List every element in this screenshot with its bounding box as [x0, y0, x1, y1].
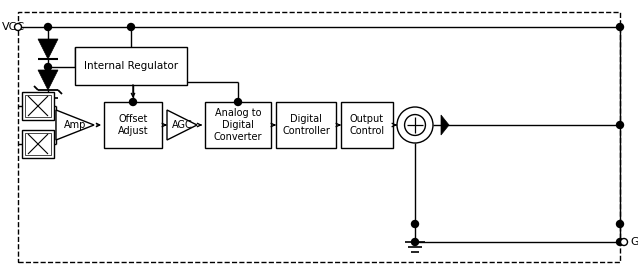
Text: VCC: VCC [2, 22, 25, 32]
Circle shape [397, 107, 433, 143]
Bar [341, 102, 393, 148]
Text: Internal Regulator: Internal Regulator [84, 61, 178, 71]
Bar [22, 130, 54, 158]
Text: Output
Control: Output Control [350, 114, 385, 136]
Bar [104, 102, 162, 148]
Circle shape [616, 23, 623, 31]
Circle shape [616, 122, 623, 129]
Circle shape [412, 238, 419, 245]
Bar [25, 133, 51, 155]
Polygon shape [56, 110, 94, 140]
Bar [205, 102, 271, 148]
Circle shape [128, 23, 135, 31]
Text: Offset
Adjust: Offset Adjust [117, 114, 148, 136]
Circle shape [616, 221, 623, 228]
Bar [276, 102, 336, 148]
Bar [75, 47, 187, 85]
Text: AGC: AGC [172, 120, 193, 130]
Circle shape [130, 99, 137, 106]
Text: Analog to
Digital
Converter: Analog to Digital Converter [214, 108, 262, 141]
Bar [22, 92, 54, 120]
Polygon shape [167, 110, 197, 140]
Text: Amp: Amp [64, 120, 86, 130]
Circle shape [15, 23, 22, 31]
Bar [25, 95, 51, 117]
Circle shape [621, 238, 628, 245]
Circle shape [235, 99, 242, 106]
Circle shape [616, 238, 623, 245]
Text: Digital
Controller: Digital Controller [282, 114, 330, 136]
Circle shape [45, 23, 52, 31]
Circle shape [412, 221, 419, 228]
Polygon shape [441, 115, 449, 135]
Polygon shape [38, 39, 58, 59]
Polygon shape [38, 70, 58, 90]
Circle shape [404, 114, 426, 136]
Text: GND: GND [630, 237, 638, 247]
Circle shape [45, 63, 52, 70]
